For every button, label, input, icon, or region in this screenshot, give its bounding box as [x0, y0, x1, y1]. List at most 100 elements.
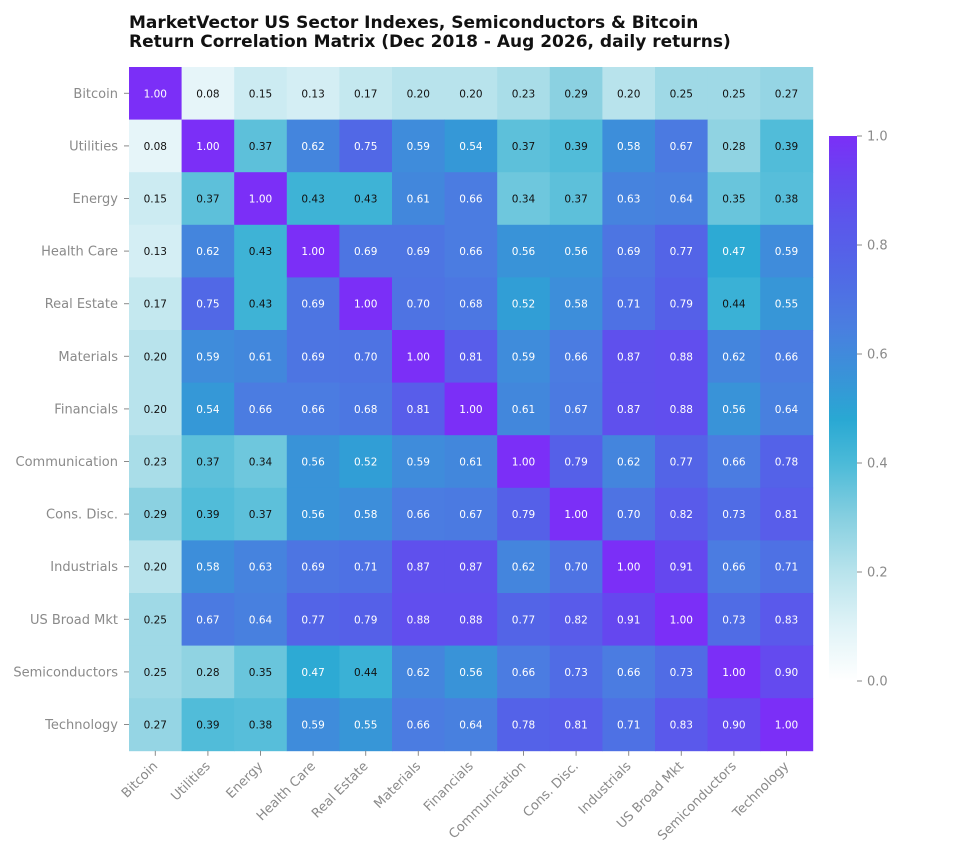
y-axis: Bitcoin Utilities Energy Health Care Real Es…	[13, 87, 129, 733]
heatmap-cell-3-7	[497, 224, 551, 278]
cell-value-label: 0.39	[775, 141, 798, 153]
cell-value-label: 0.66	[459, 246, 483, 258]
heatmap-cell-7-6	[444, 435, 498, 489]
heatmap-cell-6-2	[234, 382, 288, 436]
heatmap-cell-6-9	[602, 382, 656, 436]
heatmap-cell-11-10	[655, 645, 708, 699]
cell-value-label: 0.69	[354, 246, 377, 258]
cell-value-label: 0.79	[512, 509, 535, 521]
cell-value-label: 1.00	[249, 194, 272, 206]
heatmap-cell-1-5	[392, 119, 445, 173]
cell-value-label: 0.69	[407, 246, 430, 258]
x-tick-label: Real Estate	[309, 759, 371, 821]
heatmap-cell-4-3	[286, 277, 340, 331]
cell-value-label: 0.47	[722, 246, 745, 258]
cell-value-label: 0.59	[775, 246, 798, 258]
cell-value-label: 0.90	[722, 720, 745, 732]
cell-value-label: 0.68	[354, 404, 377, 416]
cell-value-label: 0.69	[301, 562, 324, 574]
cell-value-label: 1.00	[512, 457, 535, 469]
heatmap-cell-1-4	[339, 119, 393, 173]
cell-value-label: 0.73	[670, 667, 693, 679]
chart-title-line-2: Return Correlation Matrix (Dec 2018 - Au…	[129, 32, 731, 52]
heatmap-cell-5-3	[286, 330, 340, 383]
cell-value-label: 0.43	[249, 299, 272, 311]
heatmap-cell-0-2	[234, 67, 288, 120]
colorbar-tick-label: 1.0	[867, 130, 888, 145]
heatmap-cell-6-1	[181, 382, 235, 436]
heatmap-cell-1-1	[181, 119, 235, 173]
heatmap-cell-5-2	[234, 330, 288, 383]
heatmap-cell-9-12	[760, 540, 814, 594]
cell-value-label: 0.62	[301, 141, 324, 153]
heatmap-cell-3-11	[707, 224, 761, 278]
x-tick-label: Cons. Disc.	[520, 759, 582, 821]
heatmap-cell-9-0	[129, 540, 182, 594]
cell-value-label: 0.20	[617, 88, 640, 100]
heatmap-cell-8-4	[339, 487, 393, 541]
heatmap-cell-0-1	[181, 67, 235, 120]
cell-value-label: 0.73	[564, 667, 587, 679]
heatmap-cell-6-6	[444, 382, 498, 436]
x-tick-label: Utilities	[169, 759, 214, 804]
cell-value-label: 0.58	[564, 299, 587, 311]
cell-value-label: 0.55	[354, 720, 377, 732]
cell-value-label: 0.66	[564, 351, 588, 363]
cell-value-label: 0.44	[354, 667, 378, 679]
heatmap-cell-9-8	[549, 540, 603, 594]
cell-value-label: 0.69	[301, 299, 324, 311]
cell-value-label: 0.68	[459, 299, 482, 311]
heatmap-cell-3-0	[129, 224, 182, 278]
heatmap-cell-2-0	[129, 172, 182, 226]
heatmap-cell-5-1	[181, 330, 235, 383]
heatmap-cell-4-5	[392, 277, 445, 331]
cell-value-label: 0.28	[722, 141, 745, 153]
cell-value-label: 0.25	[670, 88, 693, 100]
cell-value-label: 0.73	[722, 614, 745, 626]
cell-value-label: 0.56	[512, 246, 536, 258]
heatmap-cell-11-8	[549, 645, 603, 699]
heatmap-cell-12-5	[392, 698, 445, 752]
cell-value-label: 0.25	[722, 88, 745, 100]
y-tick-label: Energy	[72, 192, 118, 207]
heatmap-cell-11-11	[707, 645, 761, 699]
heatmap-cell-12-4	[339, 698, 393, 752]
y-tick-label: Bitcoin	[73, 87, 118, 102]
heatmap-cell-8-3	[286, 487, 340, 541]
heatmap-cell-2-6	[444, 172, 498, 226]
cell-value-label: 0.88	[670, 351, 693, 363]
heatmap-cell-1-6	[444, 119, 498, 173]
heatmap-cell-9-3	[286, 540, 340, 594]
cell-value-label: 0.43	[249, 246, 272, 258]
heatmap-cell-7-2	[234, 435, 288, 489]
heatmap-cell-1-3	[286, 119, 340, 173]
cell-value-label: 1.00	[144, 88, 167, 100]
heatmap-cell-11-5	[392, 645, 445, 699]
heatmap-cell-4-8	[549, 277, 603, 331]
cell-value-label: 1.00	[196, 141, 219, 153]
cell-value-label: 0.59	[512, 351, 535, 363]
cell-value-label: 0.43	[301, 194, 324, 206]
heatmap-cell-5-11	[707, 330, 761, 383]
heatmap-cell-4-0	[129, 277, 182, 331]
cell-value-label: 1.00	[301, 246, 324, 258]
cell-value-label: 0.27	[775, 88, 798, 100]
heatmap-cell-3-6	[444, 224, 498, 278]
heatmap-cell-8-7	[497, 487, 551, 541]
heatmap-cell-8-0	[129, 487, 182, 541]
cell-value-label: 0.58	[617, 141, 640, 153]
cell-value-label: 1.00	[354, 299, 377, 311]
heatmap-cell-7-1	[181, 435, 235, 489]
cell-value-label: 0.78	[512, 720, 535, 732]
cell-value-label: 0.37	[512, 141, 535, 153]
cell-value-label: 0.62	[196, 246, 219, 258]
cell-value-label: 0.70	[617, 509, 640, 521]
cell-value-label: 0.66	[775, 351, 799, 363]
cell-value-label: 0.66	[407, 720, 431, 732]
heatmap-cell-12-8	[549, 698, 603, 752]
heatmap-cell-11-1	[181, 645, 235, 699]
cell-value-label: 0.66	[617, 667, 641, 679]
cell-value-label: 0.13	[301, 88, 324, 100]
y-tick-label: Semiconductors	[13, 665, 118, 680]
heatmap-cell-5-5	[392, 330, 445, 383]
